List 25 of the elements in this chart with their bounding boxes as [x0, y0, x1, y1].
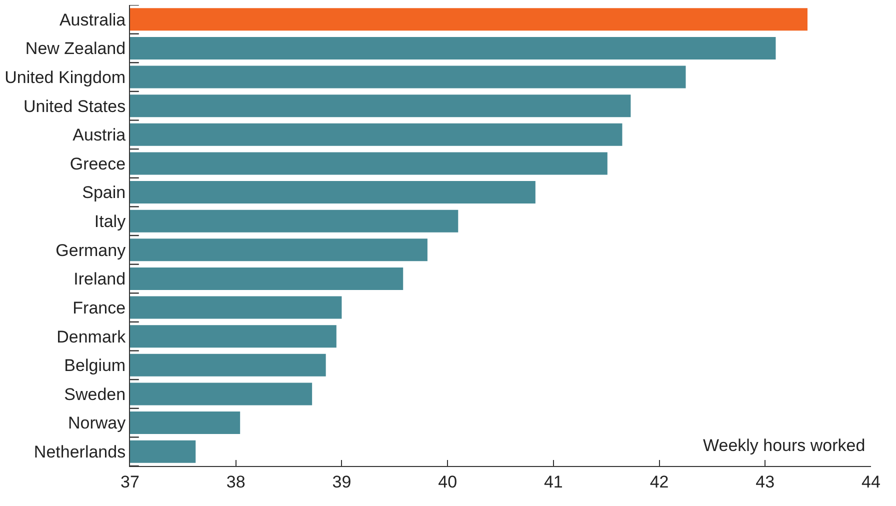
y-tick-label: Spain — [82, 183, 126, 202]
y-tick-label: Germany — [56, 240, 126, 260]
y-tick-label: Sweden — [64, 384, 126, 404]
x-tick-label: 39 — [332, 472, 352, 492]
y-tick-label: Greece — [70, 154, 126, 174]
y-tick-label: Norway — [68, 414, 126, 433]
x-tick-label: 37 — [120, 472, 140, 492]
x-tick-label: 38 — [226, 472, 246, 492]
x-tick-label: 41 — [544, 472, 563, 492]
y-tick-label: New Zealand — [25, 39, 126, 58]
annotation: Weekly hours worked — [703, 436, 866, 455]
y-tick-label: Australia — [59, 10, 126, 30]
y-tick-label: Denmark — [56, 327, 126, 346]
y-tick-label: United States — [24, 96, 126, 116]
x-tick-label: 40 — [438, 472, 458, 492]
x-tick-label: 42 — [650, 472, 669, 492]
x-tick-label: 43 — [756, 472, 775, 492]
y-tick-label: Belgium — [64, 356, 126, 376]
y-tick-label: United Kingdom — [4, 68, 126, 87]
y-tick-label: Italy — [94, 212, 126, 232]
y-tick-label: Ireland — [74, 270, 126, 289]
y-tick-label: Austria — [72, 126, 126, 145]
y-tick-label: Netherlands — [34, 442, 126, 462]
y-tick-label: France — [72, 298, 126, 318]
x-tick-label: 44 — [862, 472, 880, 492]
